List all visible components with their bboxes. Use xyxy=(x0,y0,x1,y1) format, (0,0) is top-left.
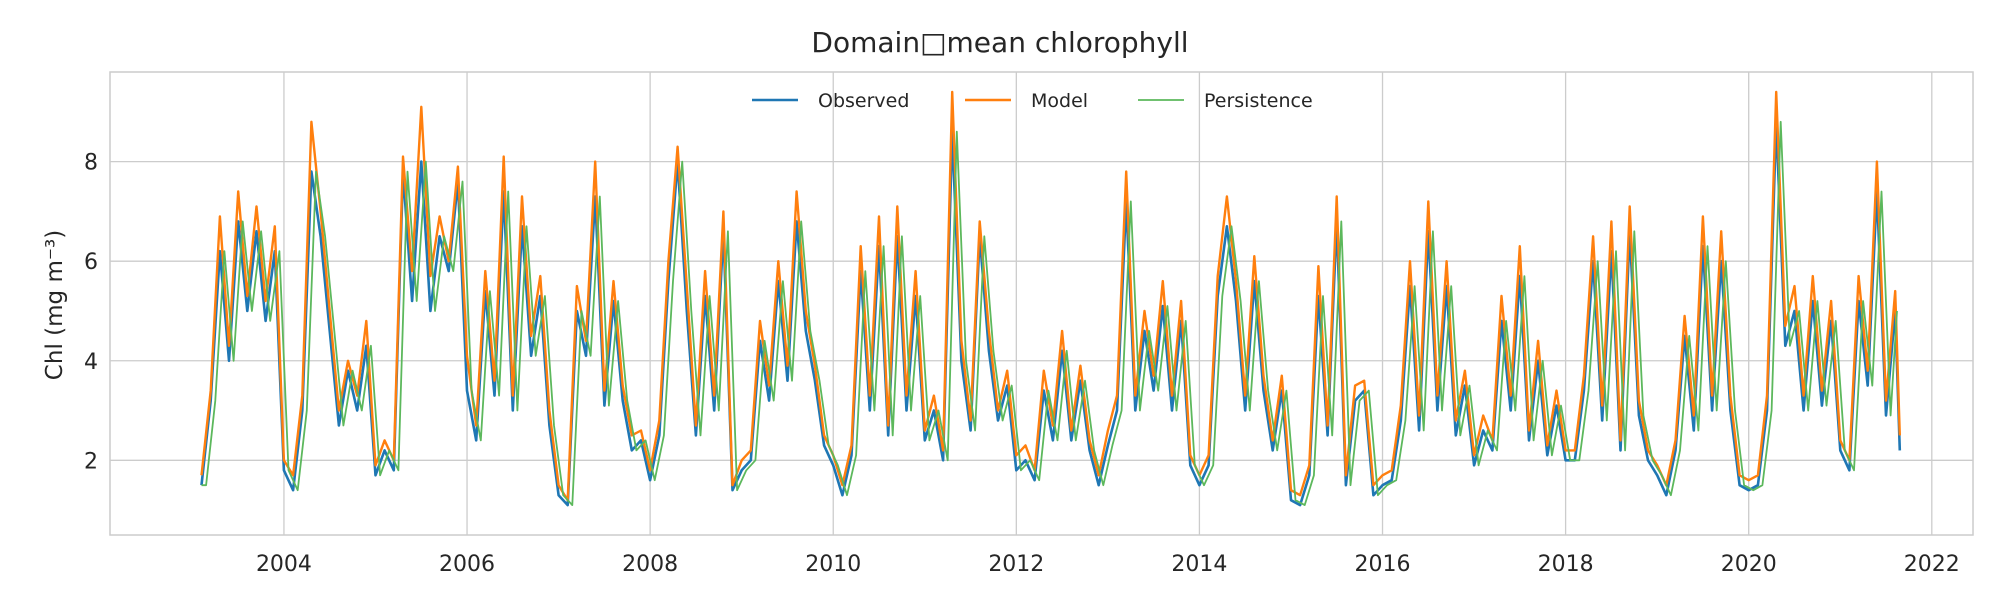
x-tick-label: 2010 xyxy=(805,552,861,577)
x-tick-label: 2012 xyxy=(988,552,1044,577)
x-gridlines xyxy=(283,72,1933,535)
y-tick-label: 6 xyxy=(84,250,98,275)
series-line-model xyxy=(200,90,1901,502)
y-axis-label: Chl (mg m⁻³) xyxy=(42,230,68,380)
legend-label-persistence: Persistence xyxy=(1204,90,1313,112)
chart-title: Domain□mean chlorophyll xyxy=(811,26,1188,59)
legend-label-model: Model xyxy=(1031,90,1088,112)
x-tick-labels: 2004 2006 2008 2010 2012 2014 2016 2018 2020 2022 xyxy=(256,552,1960,577)
x-tick-label: 2008 xyxy=(622,552,678,577)
x-tick-label: 2006 xyxy=(439,552,495,577)
x-tick-label: 2014 xyxy=(1171,552,1227,577)
x-tick-label: 2022 xyxy=(1904,552,1960,577)
legend: Observed Model Persistence xyxy=(752,90,1313,112)
x-tick-label: 2020 xyxy=(1721,552,1777,577)
y-tick-labels: 2 4 6 8 xyxy=(84,151,98,475)
y-tick-label: 4 xyxy=(84,350,98,375)
series-layer xyxy=(200,90,1902,507)
y-tick-label: 2 xyxy=(84,449,98,474)
x-tick-label: 2016 xyxy=(1355,552,1411,577)
x-tick-label: 2004 xyxy=(256,552,312,577)
legend-label-observed: Observed xyxy=(818,90,909,112)
y-tick-label: 8 xyxy=(84,151,98,176)
x-tick-label: 2018 xyxy=(1538,552,1594,577)
series-line-persistence xyxy=(201,120,1898,506)
plot-area-frame xyxy=(109,71,1974,536)
